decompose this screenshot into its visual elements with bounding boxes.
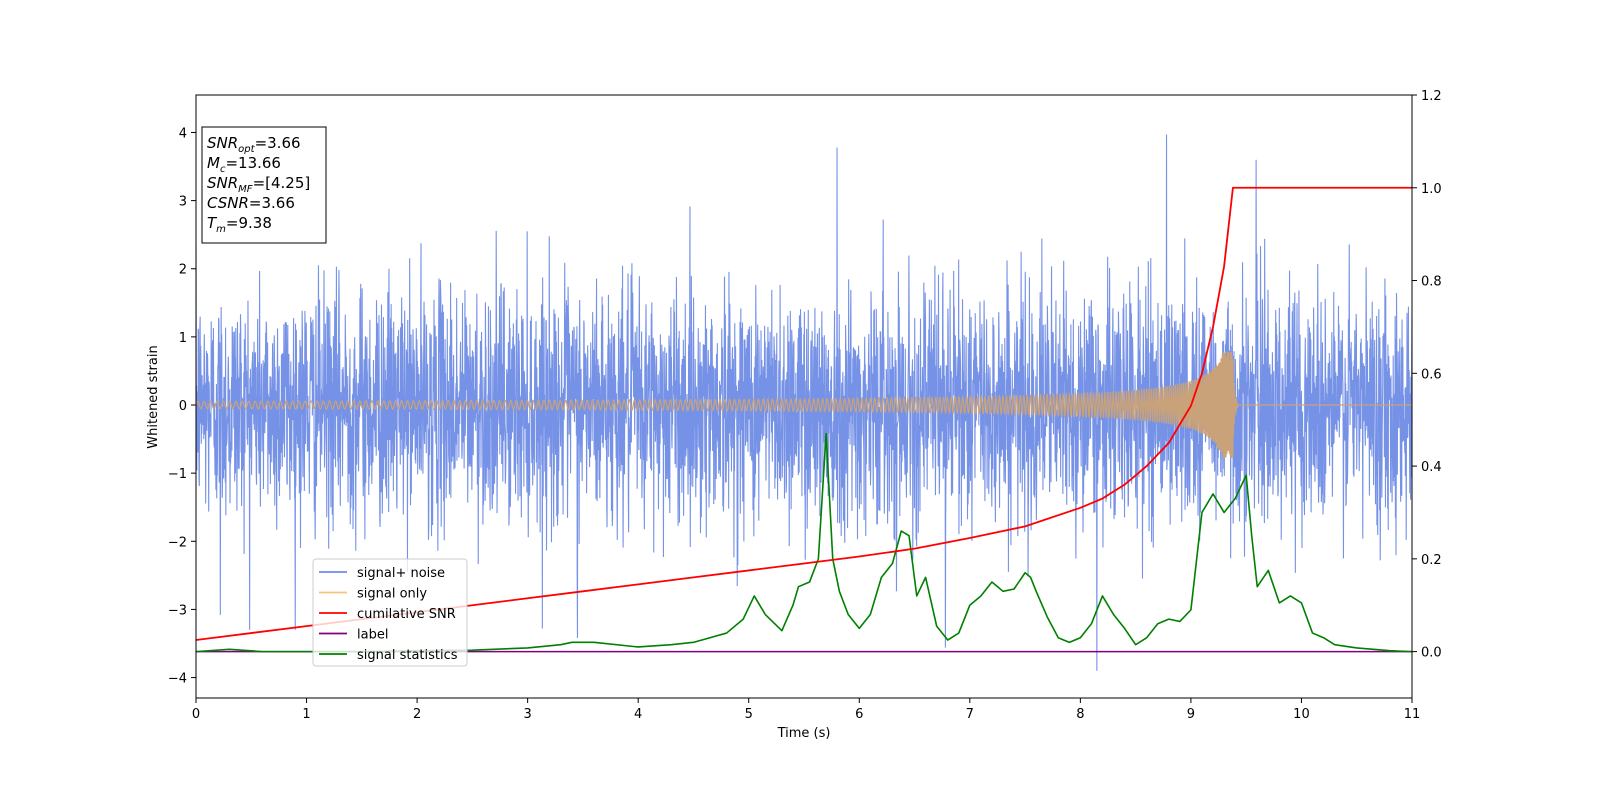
x-tick-label: 10 xyxy=(1293,707,1310,722)
y-tick-label: 3 xyxy=(179,195,187,210)
y-axis-label: Whitened strain xyxy=(146,345,161,448)
y-axis-left: −4 −3 −2 −1 0 1 2 3 4 xyxy=(168,126,196,687)
info-line: Mc=13.66 xyxy=(207,154,281,175)
info-line: CSNR=3.66 xyxy=(207,194,295,212)
x-tick-label: 4 xyxy=(634,707,642,722)
info-box-frame xyxy=(201,126,327,244)
series-signal-statistics xyxy=(196,432,1412,653)
y-tick-label: 1 xyxy=(179,331,187,346)
y-tick-label: 2 xyxy=(179,263,187,278)
y2-tick-label: 0.2 xyxy=(1421,553,1442,568)
legend-entry: signal+ noise xyxy=(357,566,445,581)
legend-entry: cumilative SNR xyxy=(357,607,456,622)
y2-tick-label: 0.8 xyxy=(1421,275,1442,290)
x-tick-label: 9 xyxy=(1187,707,1195,722)
x-tick-label: 5 xyxy=(745,707,753,722)
info-line: SNRopt=3.66 xyxy=(207,134,301,155)
x-tick-label: 7 xyxy=(966,707,974,722)
y-tick-label: −1 xyxy=(168,467,187,482)
y2-tick-label: 0.6 xyxy=(1421,367,1442,382)
info-line: SNRMF=[4.25] xyxy=(207,174,310,195)
y-tick-label: −3 xyxy=(168,603,187,618)
y-tick-label: −2 xyxy=(168,535,187,550)
y2-tick-label: 1.2 xyxy=(1421,89,1442,104)
info-line: Tm=9.38 xyxy=(207,214,272,235)
y-tick-label: 0 xyxy=(179,399,187,414)
x-tick-label: 0 xyxy=(192,707,200,722)
y-tick-label: −4 xyxy=(168,672,187,687)
x-axis: 0 1 2 3 4 5 6 7 8 9 10 11 xyxy=(192,698,1420,722)
legend-entry: signal statistics xyxy=(357,648,458,663)
y-tick-label: 4 xyxy=(179,126,187,141)
axes-frame xyxy=(195,94,1413,699)
legend-frame xyxy=(312,558,468,667)
x-tick-label: 1 xyxy=(302,707,310,722)
y2-tick-label: 0.4 xyxy=(1421,460,1442,475)
x-tick-label: 2 xyxy=(413,707,421,722)
x-tick-label: 6 xyxy=(855,707,863,722)
legend-entry: signal only xyxy=(357,587,427,602)
y2-tick-label: 0.0 xyxy=(1421,646,1442,661)
series-signal-only xyxy=(196,351,1412,459)
x-axis-label: Time (s) xyxy=(777,726,831,741)
x-tick-label: 3 xyxy=(523,707,531,722)
y-axis-right: 0.0 0.2 0.4 0.6 0.8 1.0 1.2 xyxy=(1412,89,1442,661)
legend-entry: label xyxy=(357,628,388,643)
x-tick-label: 11 xyxy=(1404,707,1421,722)
legend: signal+ noise signal only cumilative SNR la… xyxy=(312,558,468,667)
x-tick-label: 8 xyxy=(1076,707,1084,722)
y2-tick-label: 1.0 xyxy=(1421,182,1442,197)
info-box: SNRopt=3.66Mc=13.66SNRMF=[4.25]CSNR=3.66… xyxy=(201,126,327,244)
